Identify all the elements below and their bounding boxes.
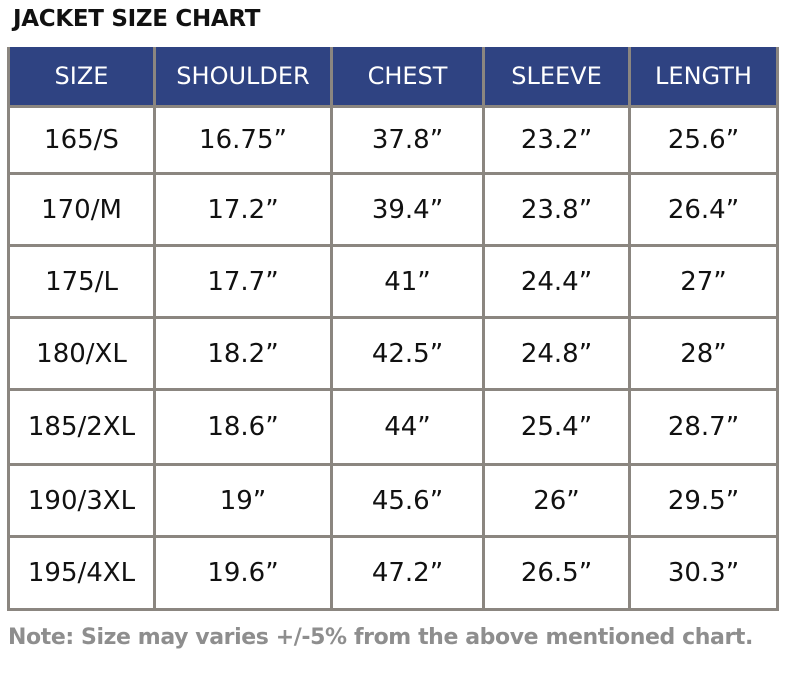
table-cell: 23.2” — [482, 105, 631, 175]
table-cell: 24.8” — [482, 316, 631, 391]
column-header: LENGTH — [628, 47, 779, 107]
table-cell: 17.7” — [153, 244, 333, 319]
table-cell: 190/3XL — [7, 463, 156, 538]
table-cell: 28.7” — [628, 388, 779, 466]
table-cell: 26.5” — [482, 535, 631, 611]
table-cell: 18.6” — [153, 388, 333, 466]
table-cell: 25.4” — [482, 388, 631, 466]
table-cell: 42.5” — [330, 316, 485, 391]
table-cell: 45.6” — [330, 463, 485, 538]
table-cell: 17.2” — [153, 172, 333, 247]
table-cell: 41” — [330, 244, 485, 319]
table-row: 180/XL 18.2” 42.5” 24.8” 28” — [7, 316, 779, 391]
table-cell: 19.6” — [153, 535, 333, 611]
table-cell: 23.8” — [482, 172, 631, 247]
table-cell: 26” — [482, 463, 631, 538]
table-cell: 37.8” — [330, 105, 485, 175]
table-cell: 170/M — [7, 172, 156, 247]
table-cell: 28” — [628, 316, 779, 391]
table-cell: 19” — [153, 463, 333, 538]
table-cell: 30.3” — [628, 535, 779, 611]
size-table: SIZE SHOULDER CHEST SLEEVE LENGTH 165/S 16.75… — [7, 47, 779, 611]
table-cell: 29.5” — [628, 463, 779, 538]
table-cell: 44” — [330, 388, 485, 466]
column-header: CHEST — [330, 47, 485, 107]
table-row: 165/S 16.75” 37.8” 23.2” 25.6” — [7, 105, 779, 175]
table-cell: 39.4” — [330, 172, 485, 247]
table-cell: 16.75” — [153, 105, 333, 175]
table-cell: 165/S — [7, 105, 156, 175]
column-header: SIZE — [7, 47, 156, 107]
column-header: SLEEVE — [482, 47, 631, 107]
table-cell: 180/XL — [7, 316, 156, 391]
table-cell: 175/L — [7, 244, 156, 319]
table-row: 195/4XL 19.6” 47.2” 26.5” 30.3” — [7, 535, 779, 611]
table-row: 190/3XL 19” 45.6” 26” 29.5” — [7, 463, 779, 538]
table-cell: 25.6” — [628, 105, 779, 175]
table-cell: 27” — [628, 244, 779, 319]
table-cell: 185/2XL — [7, 388, 156, 466]
title: JACKET SIZE CHART — [13, 6, 261, 32]
header-row: SIZE SHOULDER CHEST SLEEVE LENGTH — [7, 47, 779, 107]
table-cell: 47.2” — [330, 535, 485, 611]
column-header: SHOULDER — [153, 47, 333, 107]
note: Note: Size may varies +/-5% from the abo… — [8, 625, 753, 650]
table-row: 185/2XL 18.6” 44” 25.4” 28.7” — [7, 388, 779, 466]
table-row: 170/M 17.2” 39.4” 23.8” 26.4” — [7, 172, 779, 247]
table-cell: 195/4XL — [7, 535, 156, 611]
table-cell: 24.4” — [482, 244, 631, 319]
table-cell: 26.4” — [628, 172, 779, 247]
table-row: 175/L 17.7” 41” 24.4” 27” — [7, 244, 779, 319]
table-body: 165/S 16.75” 37.8” 23.2” 25.6” 170/M 17.2” 39.4… — [7, 105, 779, 611]
table-cell: 18.2” — [153, 316, 333, 391]
